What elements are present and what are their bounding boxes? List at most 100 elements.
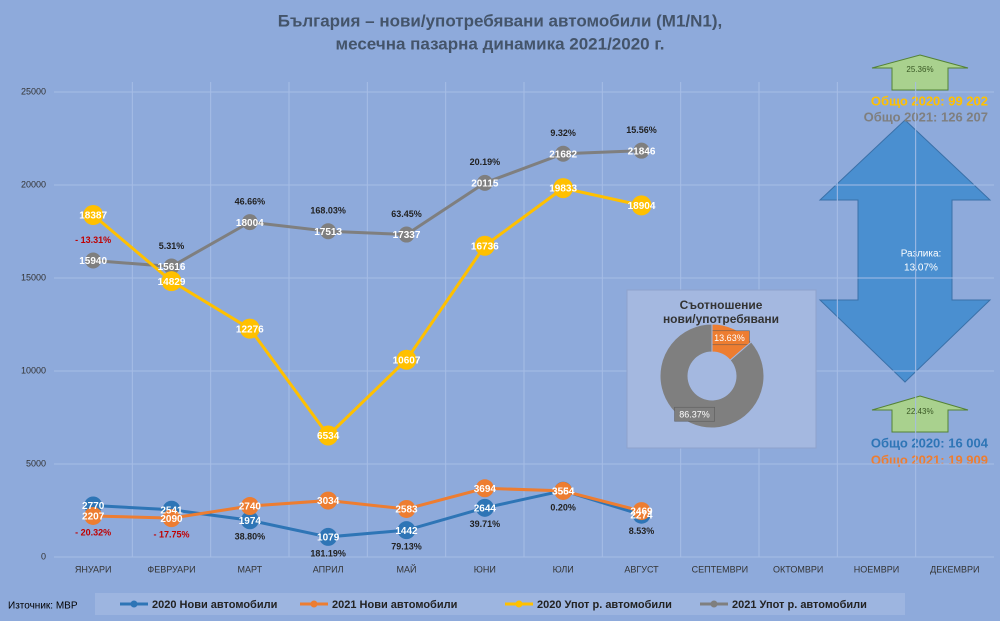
data-label: 86.37% [679, 410, 710, 420]
data-label: 1974 [239, 516, 262, 527]
series-line [93, 489, 642, 539]
data-label: 15940 [79, 256, 107, 267]
x-tick-label: ДЕКЕМВРИ [930, 564, 979, 574]
data-label: 20115 [471, 179, 499, 190]
annotation: - 20.32% [75, 527, 111, 537]
legend-label: 2020 Упот р. автомобили [537, 599, 672, 611]
data-point [319, 491, 338, 510]
data-point [240, 511, 259, 530]
legend-swatch [310, 600, 318, 608]
data-label: 13.63% [714, 333, 745, 343]
annotation: 8.53% [629, 526, 655, 536]
x-tick-label: НОЕМВРИ [854, 564, 899, 574]
series-line [93, 486, 642, 520]
data-point [240, 497, 259, 516]
legend-label: 2021 Нови автомобили [332, 599, 457, 611]
total-label: Общо 2020: 99 202 [871, 93, 988, 108]
data-point [554, 481, 573, 500]
series-line [93, 149, 642, 269]
label-box [674, 406, 715, 422]
annotation: 63.45% [391, 209, 422, 219]
data-point [162, 509, 181, 528]
data-label: 3034 [317, 496, 340, 507]
data-label: 17513 [314, 227, 342, 238]
data-label: 2740 [239, 502, 262, 513]
data-label: 1079 [317, 533, 340, 544]
data-point [398, 226, 415, 243]
series-line [92, 186, 642, 438]
data-label: 19833 [549, 184, 577, 195]
x-tick-label: АПРИЛ [313, 564, 344, 574]
difference-label: 13.07% [904, 263, 938, 274]
data-point [474, 235, 495, 256]
inset-title: Съотношение нови/употребявани [663, 298, 779, 326]
data-label: 3694 [474, 484, 497, 495]
data-point [163, 258, 180, 275]
data-point [475, 479, 494, 498]
x-tick-label: ЮНИ [474, 564, 496, 574]
data-point [241, 214, 258, 231]
difference-label: Разлика: [901, 249, 942, 260]
data-label: 16736 [471, 241, 499, 252]
data-label: 2583 [395, 505, 418, 516]
annotation: - 17.75% [153, 530, 189, 540]
annotation: 15.56% [626, 125, 657, 135]
data-point [84, 506, 103, 525]
y-tick-label: 0 [41, 551, 46, 561]
y-tick-label: 25000 [21, 86, 46, 96]
data-label: 21682 [549, 149, 577, 160]
data-label: 2207 [82, 512, 105, 523]
data-point [239, 318, 260, 339]
annotation: 168.03% [310, 206, 346, 216]
data-point [476, 174, 493, 191]
y-tick-label: 10000 [21, 365, 46, 375]
data-point [318, 425, 339, 446]
data-label: 14829 [158, 277, 186, 288]
chart-subtitle: месечна пазарна динамика 2021/2020 г. [336, 34, 665, 53]
y-tick-label: 20000 [21, 179, 46, 189]
annotation: 79.13% [391, 542, 422, 552]
data-label: 3564 [552, 486, 575, 497]
data-point [555, 145, 572, 162]
growth-arrow [871, 395, 969, 433]
x-tick-label: ФЕВРУАРИ [147, 564, 195, 574]
x-tick-label: МАРТ [238, 564, 263, 574]
annotation: 5.31% [159, 241, 185, 251]
data-point [83, 205, 104, 226]
annotation: 39.71% [470, 519, 501, 529]
data-label: 17337 [393, 230, 421, 241]
legend-label: 2021 Упот р. автомобили [732, 599, 867, 611]
data-label: 2644 [474, 503, 497, 514]
x-tick-label: ЮЛИ [553, 564, 574, 574]
x-tick-label: АВГУСТ [624, 564, 659, 574]
data-point [397, 499, 416, 518]
total-label: Общо 2021: 126 207 [864, 109, 988, 124]
data-label: 2469 [630, 507, 653, 518]
annotation: 0.20% [550, 502, 576, 512]
data-label: 6534 [317, 431, 340, 442]
total-label: Общо 2021: 19 909 [871, 452, 988, 467]
data-label: 10607 [393, 355, 421, 366]
data-point [319, 527, 338, 546]
data-point [397, 521, 416, 540]
annotation: 181.19% [310, 548, 346, 558]
x-tick-label: ЯНУАРИ [75, 564, 112, 574]
donut-slice [659, 323, 765, 429]
growth-arrow [871, 54, 969, 91]
data-label: 18004 [236, 218, 264, 229]
chart-title: България – нови/употребявани автомобили … [278, 11, 723, 30]
legend-swatch [710, 600, 718, 608]
x-tick-label: МАЙ [397, 563, 417, 574]
x-tick-label: СЕПТЕМВРИ [692, 564, 748, 574]
y-tick-label: 15000 [21, 272, 46, 282]
annotation: 20.19% [470, 157, 501, 167]
source: Източник: МВР [8, 601, 78, 612]
data-point [553, 178, 574, 199]
y-tick-label: 5000 [26, 458, 46, 468]
data-label: 1442 [395, 526, 418, 537]
data-label: 18387 [79, 211, 107, 222]
annotation: - 13.31% [75, 235, 111, 245]
annotation: 46.66% [235, 197, 266, 207]
data-point [320, 223, 337, 240]
